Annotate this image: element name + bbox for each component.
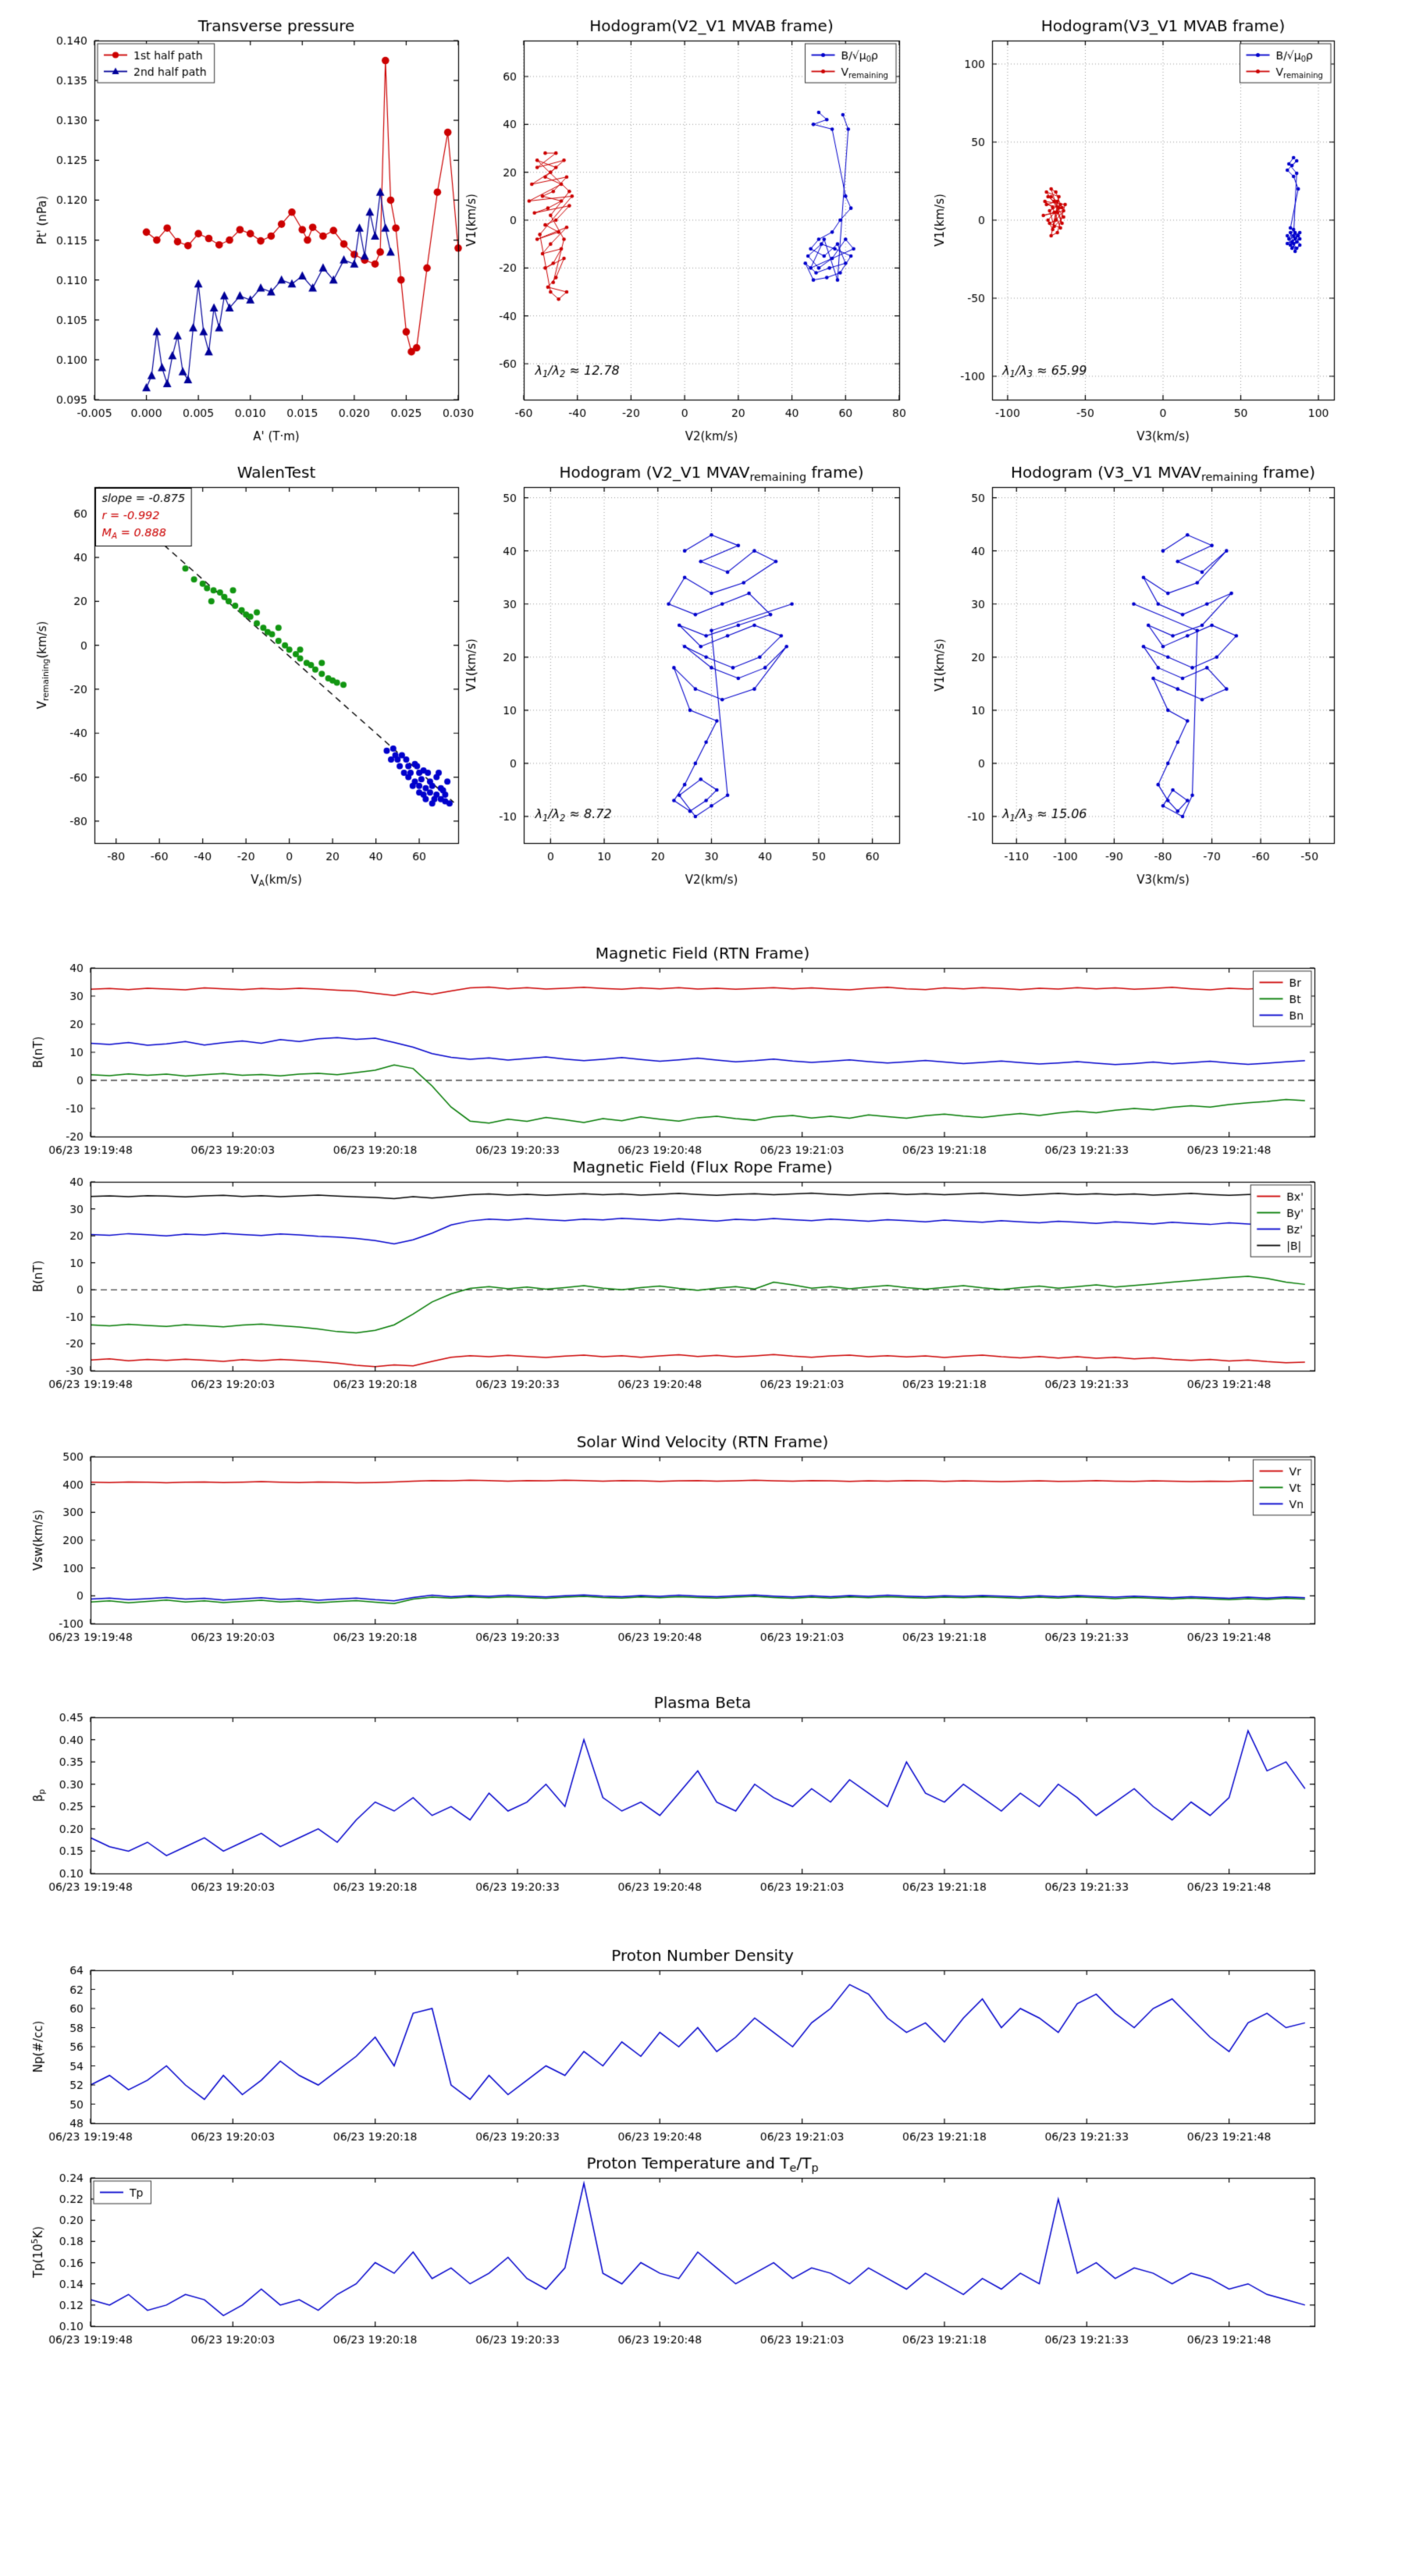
transverse-pressure-plot: [94, 41, 458, 400]
solar-wind-velocity-panel: [91, 1457, 1314, 1624]
walen-test-plot: [94, 487, 458, 843]
magnetic-field-rtn-panel: [91, 968, 1314, 1137]
hodogram-v2v1-mvav-plot: [524, 487, 899, 843]
hodogram-v3v1-mvav-plot: [992, 487, 1334, 843]
hodogram-v2v1-mvab-plot: [524, 41, 899, 400]
magnetic-field-fluxrope-panel: [91, 1182, 1314, 1371]
proton-temperature-panel: [91, 2178, 1314, 2326]
proton-number-density-panel: [91, 1970, 1314, 2123]
hodogram-v3v1-mvab-plot: [992, 41, 1334, 400]
plasma-beta-panel: [91, 1717, 1314, 1873]
